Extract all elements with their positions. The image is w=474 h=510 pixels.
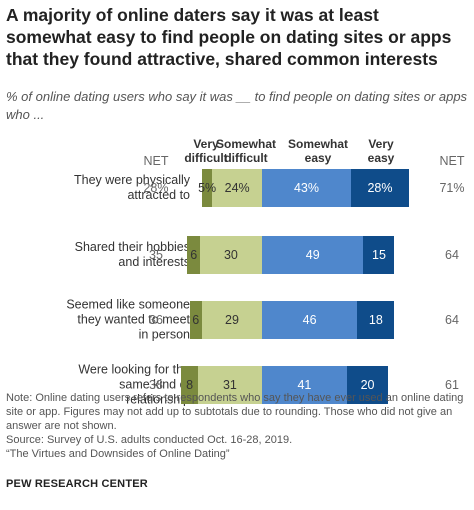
value-label: 43% <box>293 181 320 195</box>
bar-segment <box>357 301 395 339</box>
net-right-value: 64 <box>445 248 459 262</box>
value-label: 20 <box>360 378 375 392</box>
value-label: 29 <box>225 313 239 327</box>
value-label: 5% <box>198 181 217 195</box>
net-left-value: 28% <box>143 181 169 195</box>
bar-segment <box>201 301 262 339</box>
bar-segment <box>346 366 389 404</box>
bar-segment <box>199 236 262 274</box>
bar-segment <box>187 236 200 274</box>
net-left-value: 35 <box>149 248 163 262</box>
legend-label: Very difficult <box>184 137 228 165</box>
bar-segment <box>189 301 202 339</box>
net-right-value: 61 <box>445 378 459 392</box>
bar-segment <box>262 236 364 274</box>
footer: PEW RESEARCH CENTER <box>6 478 148 490</box>
bar-segment <box>351 169 409 207</box>
category-label: They were physically attracted to <box>73 173 190 202</box>
net-header: NET <box>439 154 465 168</box>
chart-title: A majority of online daters say it was a… <box>6 5 452 69</box>
chart-subtitle: % of online dating users who say it was … <box>6 89 468 122</box>
source: Source: Survey of U.S. adults conducted … <box>6 434 293 446</box>
value-label: 30 <box>223 248 238 262</box>
legend-label: Somewhat difficult <box>215 137 277 165</box>
value-label: 15 <box>372 248 386 262</box>
net-header: NET <box>143 154 169 168</box>
bar-segment <box>197 366 262 404</box>
legend-label: Somewhat easy <box>287 137 349 165</box>
net-right-value: 71% <box>439 181 465 195</box>
value-label: 24% <box>224 181 250 195</box>
value-label: 49 <box>305 248 320 262</box>
value-label: 28% <box>367 181 393 195</box>
value-label: 6 <box>192 313 200 327</box>
value-label: 31 <box>222 378 237 392</box>
bar-segment <box>212 169 262 207</box>
note: Note: Online dating users refers to resp… <box>6 392 464 432</box>
net-right-value: 64 <box>445 313 459 327</box>
net-left-value: 38 <box>149 378 163 392</box>
value-label: 6 <box>190 248 198 262</box>
value-label: 8 <box>186 378 194 392</box>
bar-segment <box>201 169 213 207</box>
legend-label: Very easy <box>367 137 395 165</box>
bar-segment <box>262 301 358 339</box>
value-label: 18 <box>368 313 383 327</box>
bar-segment <box>262 366 347 404</box>
source-title: “The Virtues and Downsides of Online Dat… <box>6 448 230 460</box>
value-label: 46 <box>302 313 317 327</box>
net-left-value: 36 <box>149 313 163 327</box>
bar-segment <box>181 366 198 404</box>
category-label: Shared their hobbies and interests <box>74 240 190 269</box>
bar-segment <box>363 236 395 274</box>
category-label: Seemed like someone they wanted to meet … <box>66 297 190 342</box>
value-label: 41 <box>297 378 312 392</box>
bar-segment <box>262 169 351 207</box>
